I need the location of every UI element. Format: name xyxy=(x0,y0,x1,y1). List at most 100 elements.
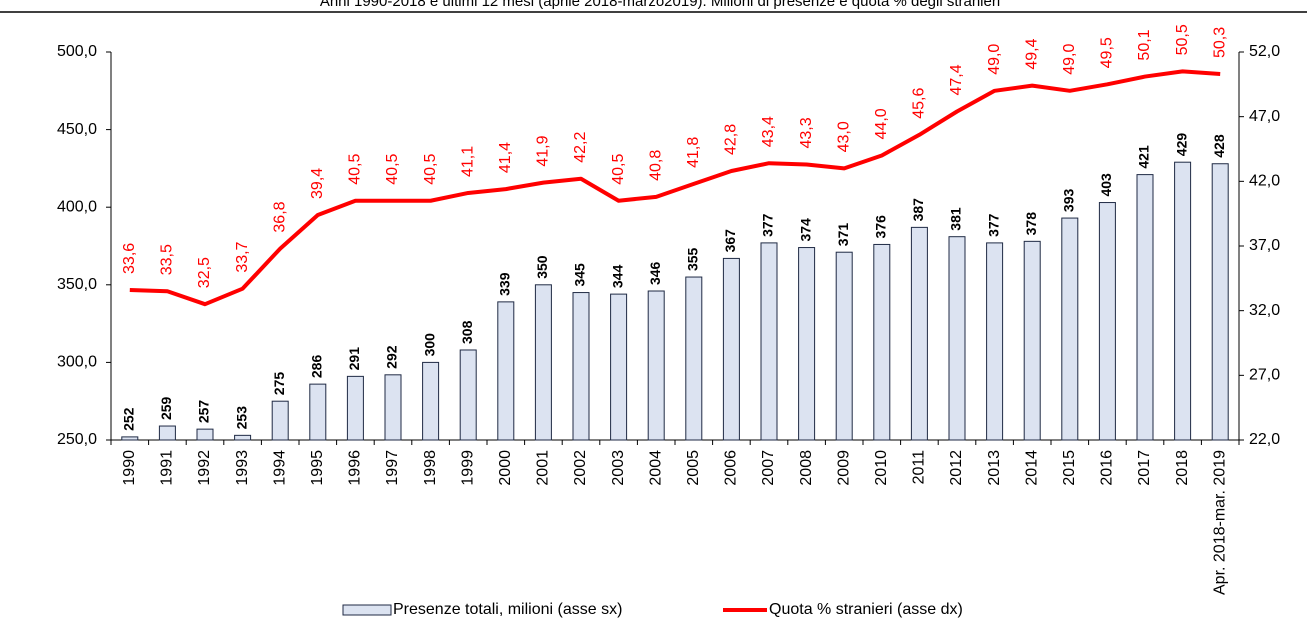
line-value-label: 36,8 xyxy=(271,201,288,232)
line-value-label: 40,5 xyxy=(422,153,439,184)
bar-value-label: 252 xyxy=(121,407,137,431)
bar-value-label: 378 xyxy=(1023,212,1039,236)
bar xyxy=(986,242,1004,441)
bar-value-label: 367 xyxy=(722,229,738,253)
bar-value-label: 355 xyxy=(685,247,701,271)
x-tick-label: 1991 xyxy=(159,450,176,486)
line-value-label: 40,8 xyxy=(647,150,664,181)
line-value-label: 43,3 xyxy=(798,117,815,148)
bar-value-label: 344 xyxy=(609,265,625,289)
bar xyxy=(948,236,966,441)
x-tick-label: 1998 xyxy=(422,450,439,486)
line-value-label: 41,4 xyxy=(497,142,514,173)
line-value-label: 40,5 xyxy=(610,153,627,184)
bar xyxy=(158,425,176,441)
x-tick-label: 2018 xyxy=(1174,450,1191,486)
line-value-label: 41,9 xyxy=(535,135,552,166)
x-tick-label: 2010 xyxy=(873,450,890,486)
x-tick-label: 1996 xyxy=(347,450,364,486)
line-value-label: 45,6 xyxy=(911,88,928,119)
bar xyxy=(497,301,515,441)
x-tick-label: 2016 xyxy=(1099,450,1116,486)
x-tick-label: 2012 xyxy=(948,450,965,486)
y-tick-label: 300,0 xyxy=(57,354,97,371)
bar-value-label: 259 xyxy=(158,396,174,420)
y-tick-label: 400,0 xyxy=(57,198,97,215)
bar-value-label: 286 xyxy=(309,355,325,379)
line-value-label: 33,5 xyxy=(159,244,176,275)
x-tick-label: 2008 xyxy=(798,450,815,486)
bar-value-label: 429 xyxy=(1173,133,1189,157)
bar-value-label: 371 xyxy=(835,223,851,247)
line-value-label: 44,0 xyxy=(873,108,890,139)
bar xyxy=(422,361,440,441)
x-tick-label: 1997 xyxy=(384,450,401,486)
bar xyxy=(760,242,778,441)
x-tick-label: 2009 xyxy=(835,450,852,486)
bar xyxy=(1211,163,1229,441)
x-tick-label: 1993 xyxy=(234,450,251,486)
x-tick-label: 1990 xyxy=(121,450,138,486)
x-tick-label: 2007 xyxy=(760,450,777,486)
legend-label: Presenze totali, milioni (asse sx) xyxy=(393,601,622,618)
line-value-label: 33,7 xyxy=(234,241,251,272)
bar xyxy=(534,284,552,441)
bar xyxy=(196,428,214,441)
bar xyxy=(610,293,628,441)
line-value-label: 39,4 xyxy=(309,168,326,199)
line-value-label: 49,4 xyxy=(1023,38,1040,69)
bar-value-label: 393 xyxy=(1061,188,1077,212)
bar xyxy=(1174,161,1192,441)
line-value-label: 40,5 xyxy=(347,153,364,184)
bar xyxy=(835,251,853,441)
line-value-label: 43,0 xyxy=(835,121,852,152)
line-value-label: 49,0 xyxy=(986,44,1003,75)
bar-value-label: 350 xyxy=(534,255,550,279)
y2-tick-label: 47,0 xyxy=(1249,108,1280,125)
bar xyxy=(1023,240,1041,441)
bar-value-label: 291 xyxy=(346,347,362,371)
x-tick-label: 1995 xyxy=(309,450,326,486)
bar xyxy=(459,349,477,441)
line-value-label: 50,3 xyxy=(1211,27,1228,58)
bar xyxy=(1061,217,1079,441)
bar-value-label: 374 xyxy=(797,218,813,242)
y2-tick-label: 27,0 xyxy=(1249,367,1280,384)
x-tick-label: Apr. 2018-mar. 2019 xyxy=(1211,450,1228,595)
y2-tick-label: 37,0 xyxy=(1249,237,1280,254)
x-tick-label: 2001 xyxy=(535,450,552,486)
y-tick-label: 450,0 xyxy=(57,121,97,138)
x-tick-label: 1994 xyxy=(271,450,288,486)
line xyxy=(129,69,1221,307)
x-tick-label: 2004 xyxy=(647,450,664,486)
line-value-label: 49,0 xyxy=(1061,44,1078,75)
line-value-label: 43,4 xyxy=(760,116,777,147)
y2-tick-label: 42,0 xyxy=(1249,173,1280,190)
line-value-label: 50,1 xyxy=(1136,29,1153,60)
x-tick-label: 2013 xyxy=(986,450,1003,486)
bar-value-label: 253 xyxy=(233,406,249,430)
line-value-label: 42,8 xyxy=(723,124,740,155)
bar-value-label: 345 xyxy=(572,263,588,287)
y2-tick-label: 32,0 xyxy=(1249,302,1280,319)
chart-subtitle: Anni 1990-2018 e ultimi 12 mesi (aprile … xyxy=(320,0,1000,10)
y2-tick-label: 52,0 xyxy=(1249,43,1280,60)
bar xyxy=(798,247,816,441)
x-tick-label: 2000 xyxy=(497,450,514,486)
x-tick-label: 2002 xyxy=(572,450,589,486)
line-value-label: 41,1 xyxy=(459,146,476,177)
bar xyxy=(309,383,327,441)
bar-value-label: 381 xyxy=(948,207,964,231)
legend-label: Quota % stranieri (asse dx) xyxy=(769,601,963,618)
x-tick-label: 2006 xyxy=(723,450,740,486)
line-value-label: 33,6 xyxy=(121,243,138,274)
bar xyxy=(271,400,289,441)
line-value-label: 32,5 xyxy=(196,257,213,288)
x-tick-label: 2005 xyxy=(685,450,702,486)
bar-value-label: 257 xyxy=(196,400,212,424)
bar-value-label: 308 xyxy=(459,320,475,344)
x-tick-label: 2015 xyxy=(1061,450,1078,486)
bar xyxy=(873,243,891,441)
bar xyxy=(1098,202,1116,441)
